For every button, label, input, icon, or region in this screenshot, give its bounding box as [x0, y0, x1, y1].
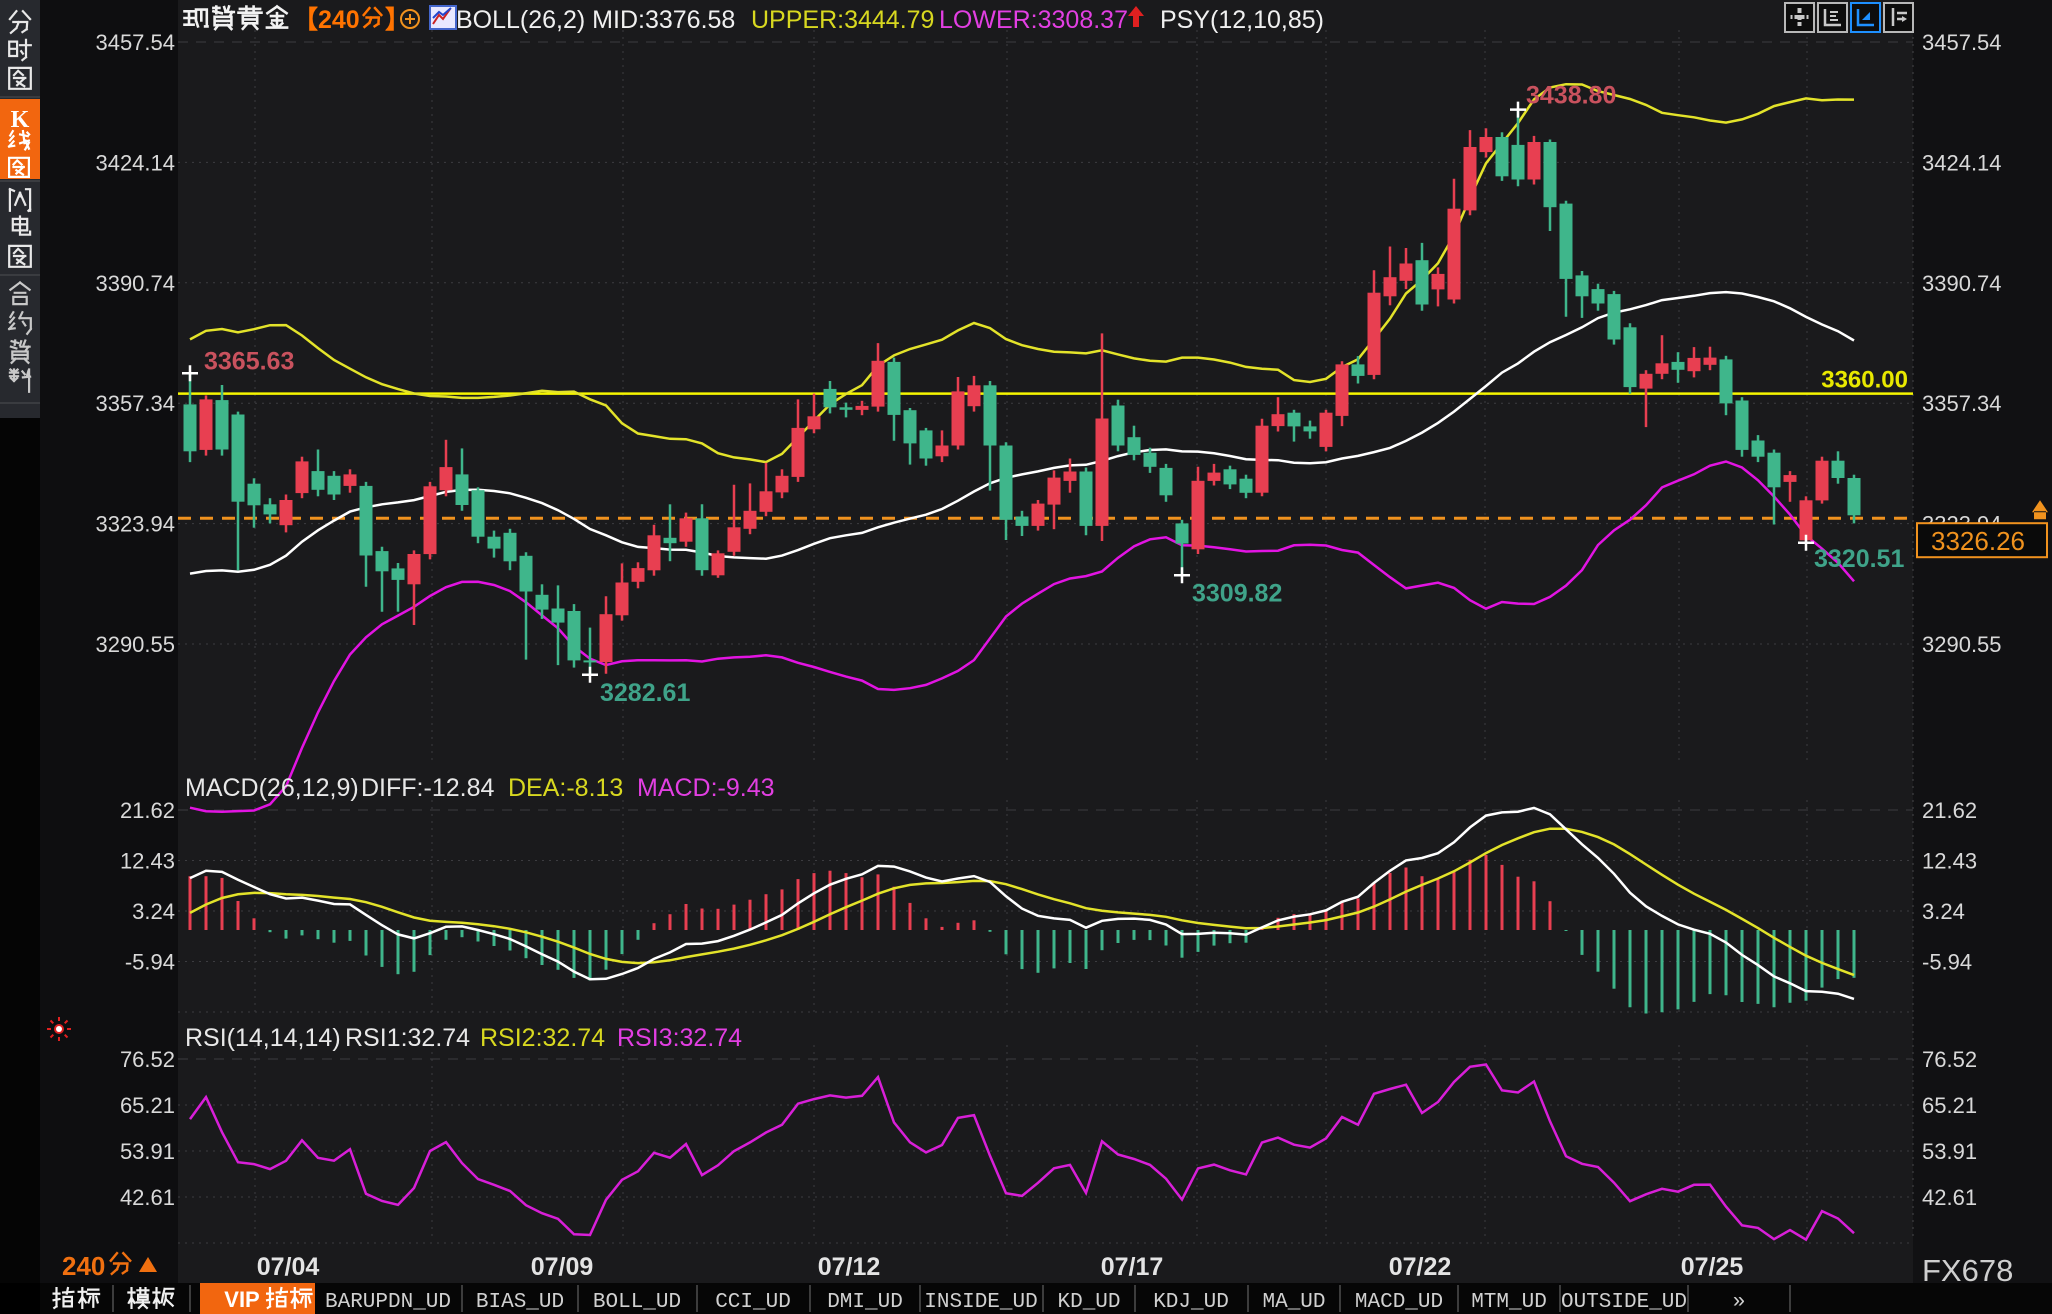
svg-text:VIP: VIP: [224, 1287, 259, 1312]
svg-text:76.52: 76.52: [1922, 1047, 1977, 1072]
svg-text:65.21: 65.21: [1922, 1093, 1977, 1118]
svg-text:INSIDE_UD: INSIDE_UD: [924, 1291, 1037, 1314]
svg-text:3.24: 3.24: [132, 899, 175, 924]
svg-text:DEA:-8.13: DEA:-8.13: [508, 774, 623, 802]
svg-text:3357.34: 3357.34: [95, 391, 175, 416]
svg-text:BOLL_UD: BOLL_UD: [593, 1291, 681, 1314]
svg-text:3290.55: 3290.55: [95, 632, 175, 657]
svg-text:07/22: 07/22: [1389, 1253, 1452, 1281]
svg-text:07/17: 07/17: [1101, 1253, 1164, 1281]
svg-text:53.91: 53.91: [1922, 1139, 1977, 1164]
svg-text:07/04: 07/04: [257, 1253, 320, 1281]
svg-text:3.24: 3.24: [1922, 899, 1965, 924]
svg-text:MACD:-9.43: MACD:-9.43: [637, 774, 775, 802]
svg-text:MTM_UD: MTM_UD: [1471, 1291, 1547, 1314]
svg-text:-5.94: -5.94: [1922, 950, 1972, 975]
svg-text:BOLL(26,2) MID:3376.58: BOLL(26,2) MID:3376.58: [456, 6, 735, 34]
svg-text:DIFF:-12.84: DIFF:-12.84: [361, 774, 494, 802]
svg-text:12.43: 12.43: [120, 849, 175, 874]
svg-text:3320.51: 3320.51: [1814, 545, 1904, 573]
svg-text:RSI1:32.74: RSI1:32.74: [345, 1024, 470, 1052]
svg-text:3424.14: 3424.14: [1922, 150, 2002, 175]
svg-text:53.91: 53.91: [120, 1139, 175, 1164]
svg-text:3438.80: 3438.80: [1526, 82, 1616, 110]
svg-text:KD_UD: KD_UD: [1057, 1291, 1120, 1314]
svg-text:3326.26: 3326.26: [1931, 526, 2025, 556]
svg-text:21.62: 21.62: [120, 798, 175, 823]
svg-text:07/25: 07/25: [1681, 1253, 1744, 1281]
svg-text:3365.63: 3365.63: [204, 347, 294, 375]
svg-text:3357.34: 3357.34: [1922, 391, 2002, 416]
svg-text:MACD_UD: MACD_UD: [1355, 1291, 1443, 1314]
svg-text:3360.00: 3360.00: [1821, 367, 1908, 394]
svg-text:RSI2:32.74: RSI2:32.74: [480, 1024, 605, 1052]
svg-text:3457.54: 3457.54: [95, 30, 175, 55]
svg-text:LOWER:3308.37: LOWER:3308.37: [939, 6, 1128, 34]
svg-text:【240: 【240: [293, 6, 360, 34]
svg-text:3323.94: 3323.94: [95, 512, 175, 537]
svg-text:UPPER:3444.79: UPPER:3444.79: [751, 6, 934, 34]
svg-text:DMI_UD: DMI_UD: [827, 1291, 903, 1314]
svg-text:OUTSIDE_UD: OUTSIDE_UD: [1561, 1291, 1687, 1314]
svg-text:42.61: 42.61: [1922, 1185, 1977, 1210]
svg-text:3424.14: 3424.14: [95, 150, 175, 175]
svg-text:KDJ_UD: KDJ_UD: [1153, 1291, 1229, 1314]
svg-text:07/09: 07/09: [531, 1253, 594, 1281]
svg-text:3457.54: 3457.54: [1922, 30, 2002, 55]
svg-text:3309.82: 3309.82: [1192, 579, 1282, 607]
svg-text:3390.74: 3390.74: [95, 271, 175, 296]
svg-text:RSI3:32.74: RSI3:32.74: [617, 1024, 742, 1052]
svg-text:BARUPDN_UD: BARUPDN_UD: [325, 1291, 451, 1314]
svg-text:240: 240: [62, 1251, 105, 1281]
svg-text:PSY(12,10,85): PSY(12,10,85): [1160, 6, 1324, 34]
svg-text:42.61: 42.61: [120, 1185, 175, 1210]
svg-text:21.62: 21.62: [1922, 798, 1977, 823]
svg-text:12.43: 12.43: [1922, 849, 1977, 874]
svg-text:3390.74: 3390.74: [1922, 271, 2002, 296]
svg-text:MACD(26,12,9): MACD(26,12,9): [185, 774, 359, 802]
svg-text:RSI(14,14,14): RSI(14,14,14): [185, 1024, 341, 1052]
svg-text:MA_UD: MA_UD: [1262, 1291, 1325, 1314]
svg-text:07/12: 07/12: [818, 1253, 881, 1281]
svg-text:3282.61: 3282.61: [600, 679, 690, 707]
svg-text:»: »: [1733, 1291, 1746, 1314]
svg-text:65.21: 65.21: [120, 1093, 175, 1118]
svg-text:3290.55: 3290.55: [1922, 632, 2002, 657]
svg-text:76.52: 76.52: [120, 1047, 175, 1072]
svg-text:CCI_UD: CCI_UD: [715, 1291, 791, 1314]
svg-text:-5.94: -5.94: [125, 950, 175, 975]
svg-text:BIAS_UD: BIAS_UD: [476, 1291, 564, 1314]
svg-text:K: K: [11, 107, 30, 133]
svg-text:FX678: FX678: [1922, 1253, 2013, 1288]
